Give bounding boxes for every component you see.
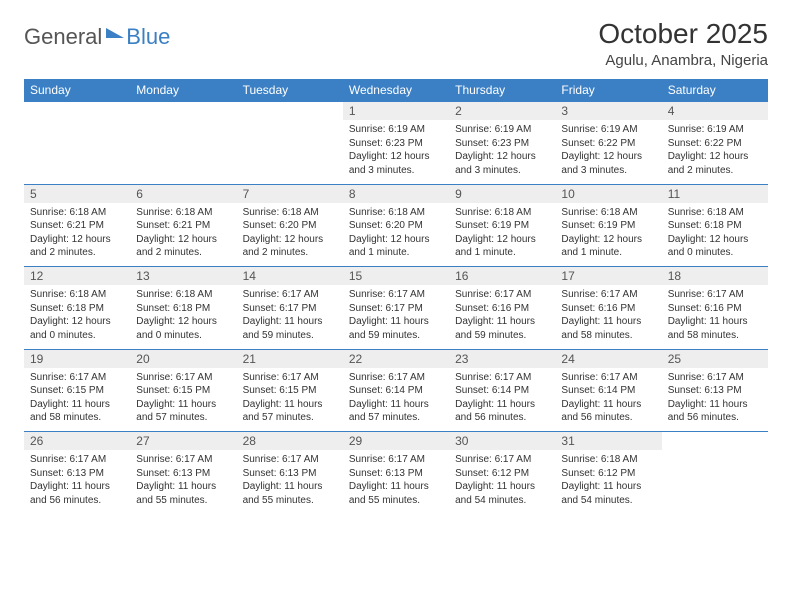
day-number-cell: 9	[449, 184, 555, 203]
day-detail-row: Sunrise: 6:19 AMSunset: 6:23 PMDaylight:…	[24, 120, 768, 184]
day-detail-cell	[130, 120, 236, 184]
weekday-header: Friday	[555, 79, 661, 102]
day-detail-cell: Sunrise: 6:18 AMSunset: 6:19 PMDaylight:…	[449, 203, 555, 267]
day-number-cell: 22	[343, 349, 449, 368]
day-number-cell: 10	[555, 184, 661, 203]
day-detail-cell: Sunrise: 6:17 AMSunset: 6:16 PMDaylight:…	[449, 285, 555, 349]
header: General Blue October 2025 Agulu, Anambra…	[24, 18, 768, 69]
logo: General Blue	[24, 18, 170, 50]
day-detail-cell: Sunrise: 6:18 AMSunset: 6:20 PMDaylight:…	[343, 203, 449, 267]
day-number-cell: 12	[24, 267, 130, 286]
day-detail-cell: Sunrise: 6:18 AMSunset: 6:18 PMDaylight:…	[24, 285, 130, 349]
day-number-cell: 27	[130, 432, 236, 451]
logo-text-general: General	[24, 24, 102, 50]
day-detail-cell: Sunrise: 6:18 AMSunset: 6:19 PMDaylight:…	[555, 203, 661, 267]
day-number-cell: 20	[130, 349, 236, 368]
day-detail-cell: Sunrise: 6:17 AMSunset: 6:13 PMDaylight:…	[24, 450, 130, 514]
day-number-cell: 15	[343, 267, 449, 286]
day-number-cell	[130, 102, 236, 121]
logo-triangle-icon	[106, 28, 124, 38]
day-number-cell	[24, 102, 130, 121]
day-detail-cell: Sunrise: 6:19 AMSunset: 6:23 PMDaylight:…	[449, 120, 555, 184]
weekday-header: Saturday	[662, 79, 768, 102]
day-detail-cell: Sunrise: 6:18 AMSunset: 6:18 PMDaylight:…	[662, 203, 768, 267]
location-label: Agulu, Anambra, Nigeria	[598, 52, 768, 69]
day-number-cell: 8	[343, 184, 449, 203]
calendar-body: 1234Sunrise: 6:19 AMSunset: 6:23 PMDayli…	[24, 102, 768, 515]
day-detail-cell: Sunrise: 6:17 AMSunset: 6:13 PMDaylight:…	[662, 368, 768, 432]
day-detail-cell: Sunrise: 6:19 AMSunset: 6:22 PMDaylight:…	[555, 120, 661, 184]
day-detail-cell: Sunrise: 6:18 AMSunset: 6:12 PMDaylight:…	[555, 450, 661, 514]
day-number-cell: 14	[237, 267, 343, 286]
day-detail-cell: Sunrise: 6:17 AMSunset: 6:17 PMDaylight:…	[343, 285, 449, 349]
day-detail-row: Sunrise: 6:18 AMSunset: 6:18 PMDaylight:…	[24, 285, 768, 349]
day-number-cell: 31	[555, 432, 661, 451]
weekday-header: Monday	[130, 79, 236, 102]
day-detail-row: Sunrise: 6:17 AMSunset: 6:13 PMDaylight:…	[24, 450, 768, 514]
day-number-row: 1234	[24, 102, 768, 121]
day-number-cell: 16	[449, 267, 555, 286]
day-number-cell: 23	[449, 349, 555, 368]
weekday-header: Thursday	[449, 79, 555, 102]
day-detail-cell: Sunrise: 6:17 AMSunset: 6:14 PMDaylight:…	[449, 368, 555, 432]
day-number-cell: 25	[662, 349, 768, 368]
day-number-row: 19202122232425	[24, 349, 768, 368]
weekday-header-row: SundayMondayTuesdayWednesdayThursdayFrid…	[24, 79, 768, 102]
day-detail-cell: Sunrise: 6:18 AMSunset: 6:21 PMDaylight:…	[130, 203, 236, 267]
day-number-cell: 5	[24, 184, 130, 203]
day-detail-cell: Sunrise: 6:17 AMSunset: 6:16 PMDaylight:…	[662, 285, 768, 349]
day-number-cell: 17	[555, 267, 661, 286]
day-number-cell: 29	[343, 432, 449, 451]
day-number-cell: 28	[237, 432, 343, 451]
title-block: October 2025 Agulu, Anambra, Nigeria	[598, 18, 768, 69]
calendar-table: SundayMondayTuesdayWednesdayThursdayFrid…	[24, 79, 768, 514]
day-number-cell: 13	[130, 267, 236, 286]
day-number-cell: 19	[24, 349, 130, 368]
day-number-row: 12131415161718	[24, 267, 768, 286]
day-detail-cell: Sunrise: 6:17 AMSunset: 6:14 PMDaylight:…	[555, 368, 661, 432]
day-detail-cell: Sunrise: 6:17 AMSunset: 6:13 PMDaylight:…	[130, 450, 236, 514]
day-number-cell	[237, 102, 343, 121]
day-number-cell: 18	[662, 267, 768, 286]
day-detail-row: Sunrise: 6:17 AMSunset: 6:15 PMDaylight:…	[24, 368, 768, 432]
day-number-cell: 1	[343, 102, 449, 121]
day-number-cell: 3	[555, 102, 661, 121]
weekday-header: Sunday	[24, 79, 130, 102]
day-number-cell: 6	[130, 184, 236, 203]
day-detail-cell	[662, 450, 768, 514]
day-detail-row: Sunrise: 6:18 AMSunset: 6:21 PMDaylight:…	[24, 203, 768, 267]
day-number-cell	[662, 432, 768, 451]
weekday-header: Tuesday	[237, 79, 343, 102]
day-detail-cell: Sunrise: 6:17 AMSunset: 6:14 PMDaylight:…	[343, 368, 449, 432]
month-title: October 2025	[598, 18, 768, 50]
day-detail-cell: Sunrise: 6:17 AMSunset: 6:15 PMDaylight:…	[24, 368, 130, 432]
day-detail-cell: Sunrise: 6:17 AMSunset: 6:13 PMDaylight:…	[237, 450, 343, 514]
day-detail-cell: Sunrise: 6:17 AMSunset: 6:16 PMDaylight:…	[555, 285, 661, 349]
day-detail-cell: Sunrise: 6:17 AMSunset: 6:15 PMDaylight:…	[130, 368, 236, 432]
day-number-cell: 24	[555, 349, 661, 368]
day-number-cell: 30	[449, 432, 555, 451]
logo-text-blue: Blue	[126, 24, 170, 50]
weekday-header: Wednesday	[343, 79, 449, 102]
day-number-row: 567891011	[24, 184, 768, 203]
day-number-cell: 26	[24, 432, 130, 451]
day-detail-cell: Sunrise: 6:17 AMSunset: 6:12 PMDaylight:…	[449, 450, 555, 514]
day-detail-cell: Sunrise: 6:19 AMSunset: 6:23 PMDaylight:…	[343, 120, 449, 184]
day-number-cell: 21	[237, 349, 343, 368]
day-number-cell: 11	[662, 184, 768, 203]
day-detail-cell: Sunrise: 6:18 AMSunset: 6:20 PMDaylight:…	[237, 203, 343, 267]
day-detail-cell	[237, 120, 343, 184]
day-detail-cell	[24, 120, 130, 184]
day-detail-cell: Sunrise: 6:17 AMSunset: 6:13 PMDaylight:…	[343, 450, 449, 514]
day-detail-cell: Sunrise: 6:17 AMSunset: 6:17 PMDaylight:…	[237, 285, 343, 349]
day-number-cell: 7	[237, 184, 343, 203]
day-detail-cell: Sunrise: 6:17 AMSunset: 6:15 PMDaylight:…	[237, 368, 343, 432]
day-detail-cell: Sunrise: 6:18 AMSunset: 6:18 PMDaylight:…	[130, 285, 236, 349]
day-number-cell: 4	[662, 102, 768, 121]
day-detail-cell: Sunrise: 6:19 AMSunset: 6:22 PMDaylight:…	[662, 120, 768, 184]
day-detail-cell: Sunrise: 6:18 AMSunset: 6:21 PMDaylight:…	[24, 203, 130, 267]
calendar-page: General Blue October 2025 Agulu, Anambra…	[0, 0, 792, 532]
day-number-cell: 2	[449, 102, 555, 121]
day-number-row: 262728293031	[24, 432, 768, 451]
